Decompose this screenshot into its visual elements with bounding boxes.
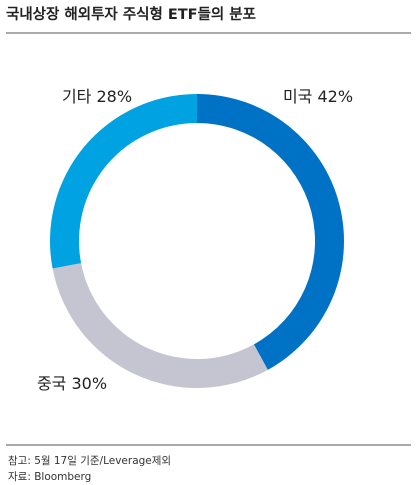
donut-slice bbox=[52, 263, 268, 388]
slice-label: 기타 28% bbox=[62, 87, 132, 106]
slice-category: 미국 bbox=[283, 87, 312, 106]
chart-title: 국내상장 해외투자 주식형 ETF들의 분포 bbox=[6, 5, 256, 23]
slice-value: 42% bbox=[317, 87, 353, 106]
donut-slice bbox=[50, 94, 198, 269]
slice-value: 28% bbox=[96, 87, 132, 106]
slice-label: 미국 42% bbox=[283, 87, 353, 106]
slice-category: 기타 bbox=[62, 87, 92, 106]
donut-slice bbox=[197, 94, 344, 370]
source: 자료: Bloomberg bbox=[8, 471, 91, 483]
slice-label: 중국 30% bbox=[37, 374, 107, 393]
slice-category: 중국 bbox=[37, 374, 66, 393]
slice-value: 30% bbox=[71, 374, 107, 393]
note: 참고: 5월 17일 기준/Leverage제외 bbox=[8, 454, 171, 467]
